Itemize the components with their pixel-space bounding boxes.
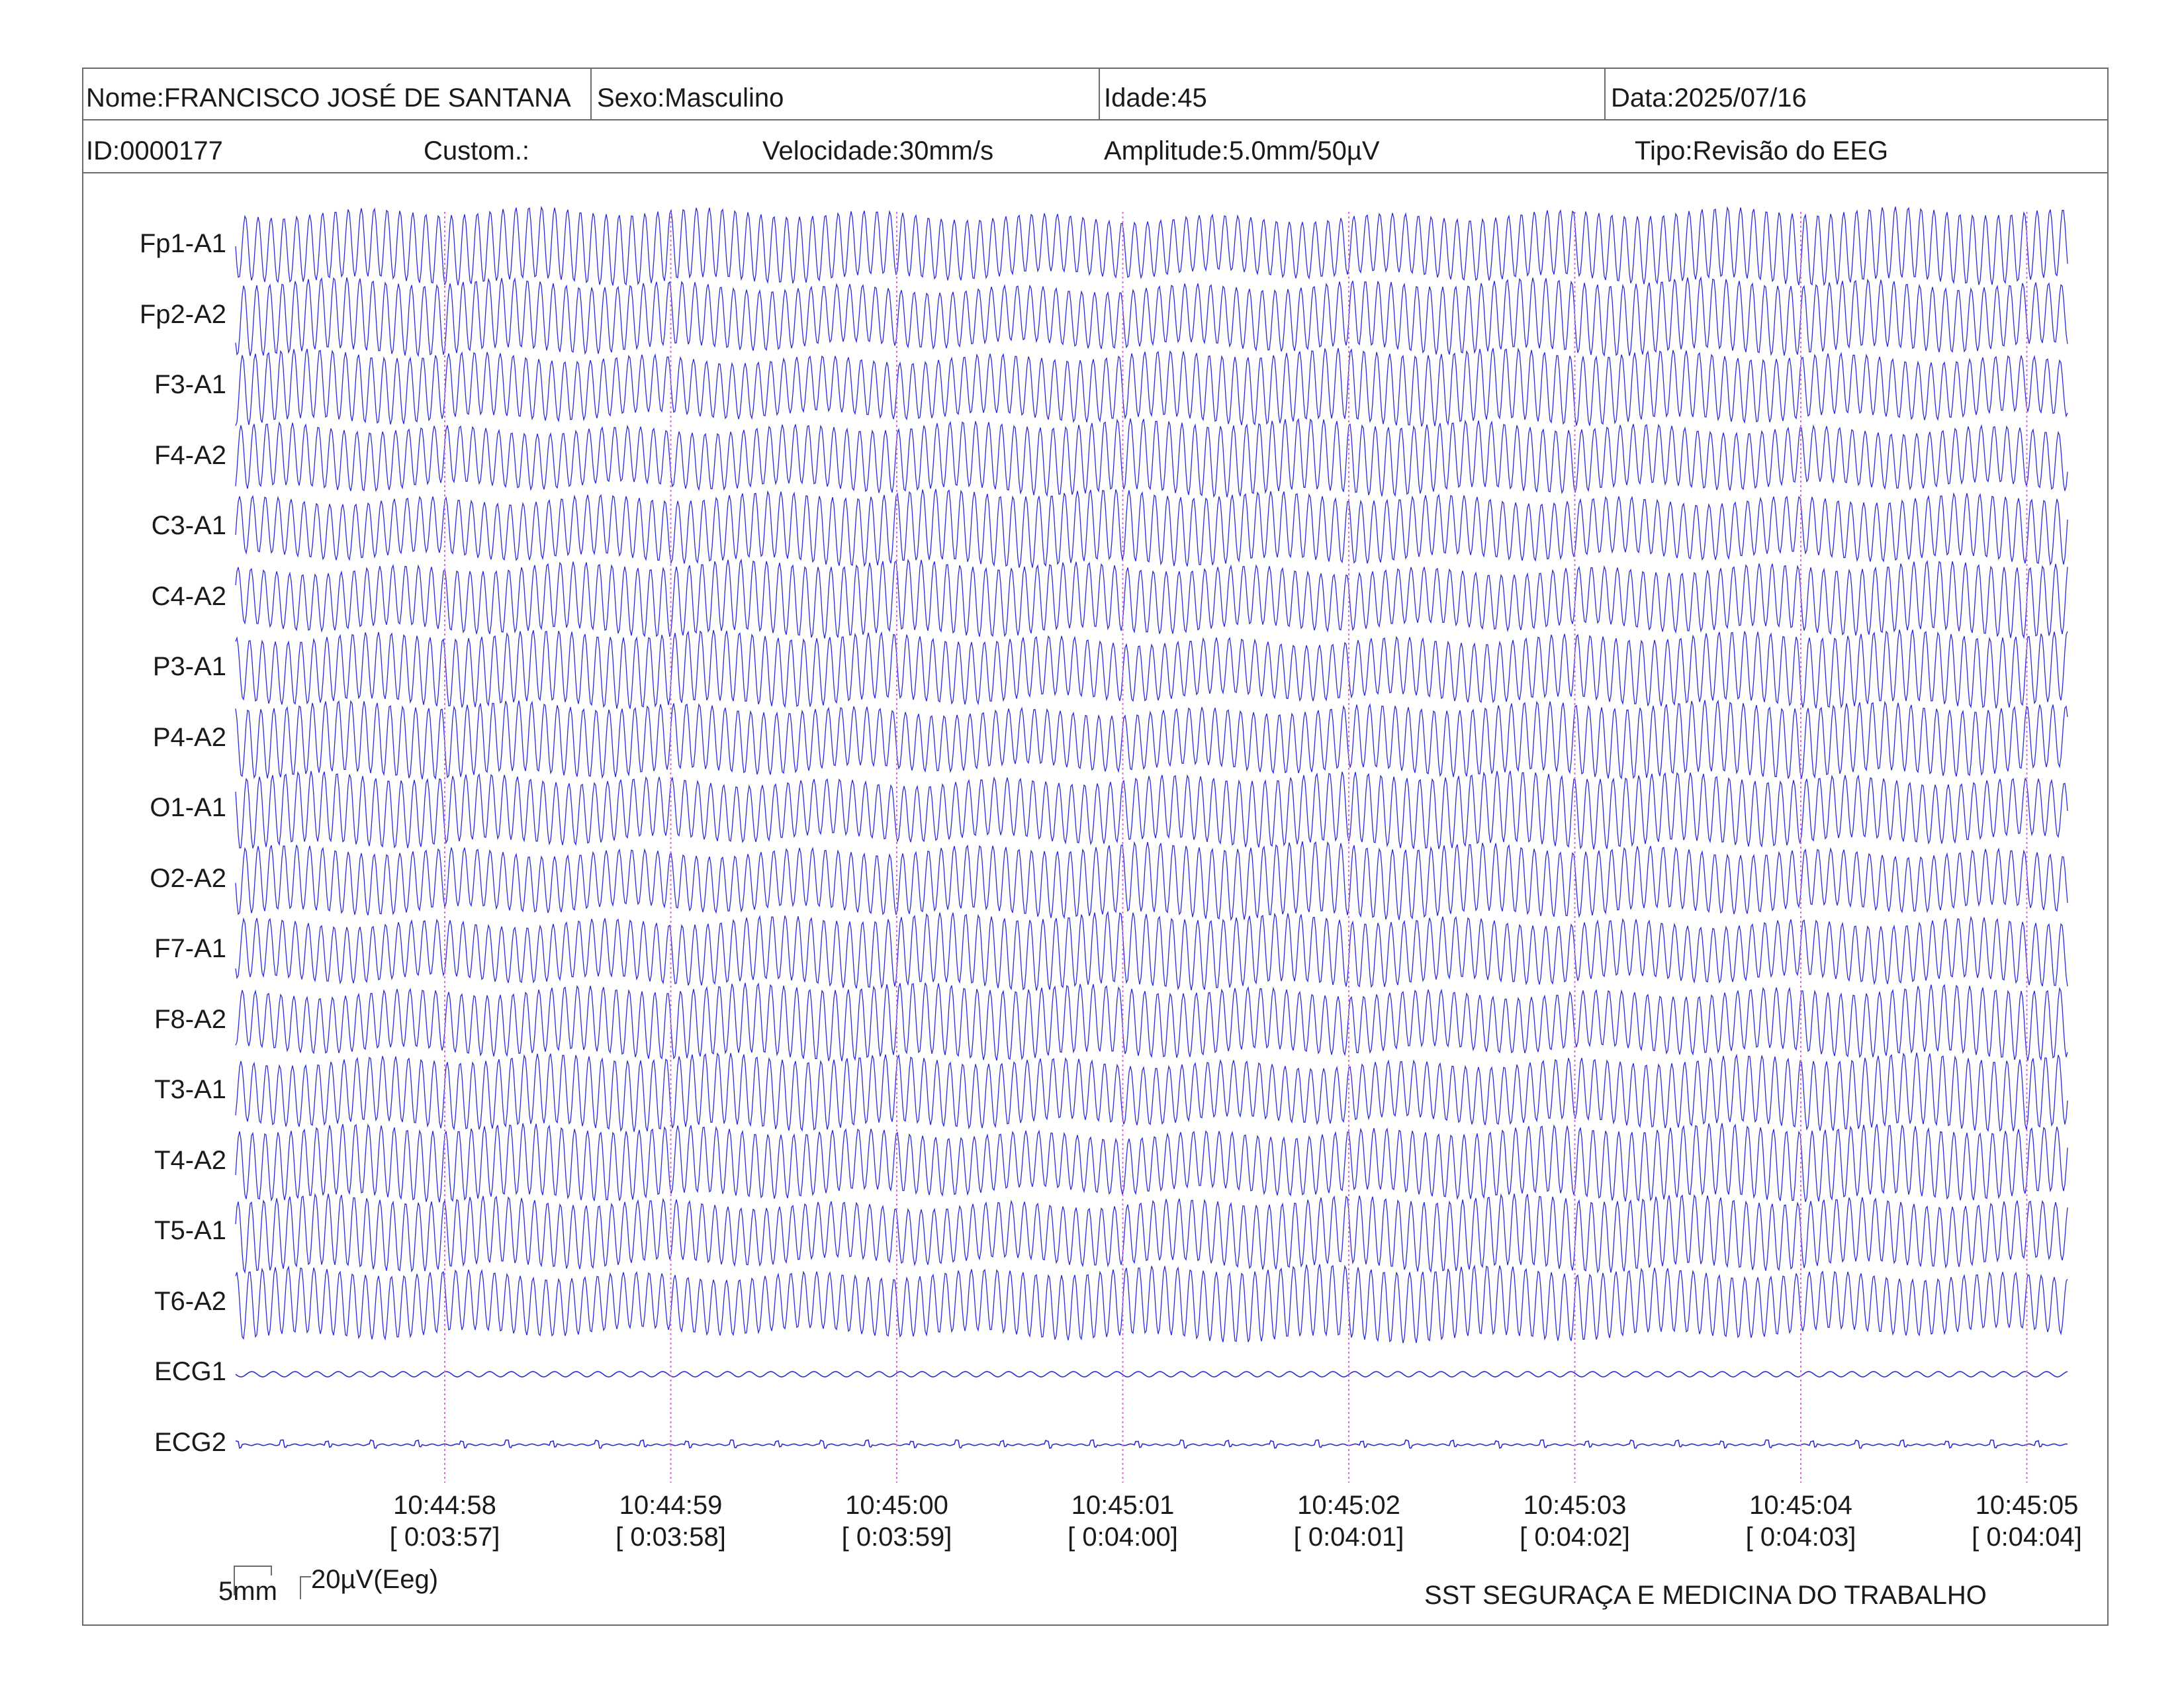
- clock-time: 10:45:04: [1749, 1491, 1852, 1520]
- elapsed-time: [ 0:04:02]: [1520, 1523, 1630, 1552]
- header-row-1: Nome:FRANCISCO JOSÉ DE SANTANA Sexo:Masc…: [82, 68, 2109, 120]
- channel-label-fp1-a1: Fp1-A1: [139, 229, 226, 258]
- header-separator: [590, 68, 592, 120]
- elapsed-time: [ 0:03:59]: [841, 1523, 952, 1552]
- time-marker-label: 10:45:02 [ 0:04:01]: [1269, 1489, 1428, 1553]
- header-row-2: ID:0000177 Custom.: Velocidade:30mm/s Am…: [82, 120, 2109, 173]
- channel-label-p4-a2: P4-A2: [152, 722, 226, 752]
- trace-f4-a2: [235, 418, 2068, 498]
- trace-t6-a2: [235, 1264, 2068, 1344]
- time-marker-label: 10:45:04 [ 0:04:03]: [1721, 1489, 1880, 1553]
- time-marker-label: 10:45:00 [ 0:03:59]: [817, 1489, 976, 1553]
- trace-t3-a1: [235, 1052, 2068, 1133]
- time-marker-label: 10:44:59 [ 0:03:58]: [592, 1489, 751, 1553]
- time-marker-label: 10:44:58 [ 0:03:57]: [365, 1489, 524, 1553]
- recording-amplitude: Amplitude:5.0mm/50µV: [1104, 136, 1380, 165]
- patient-id: ID:0000177: [86, 136, 223, 165]
- channel-label-c3-a1: C3-A1: [151, 511, 226, 540]
- clinic-name: SST SEGURAÇA E MEDICINA DO TRABALHO: [1424, 1581, 1987, 1610]
- scale-bar-icon: [234, 1566, 311, 1599]
- channel-label-t3-a1: T3-A1: [154, 1075, 226, 1104]
- voltage-scale-label: 20µV(Eeg): [311, 1565, 439, 1594]
- header-separator: [1604, 68, 1606, 120]
- channel-label-f3-a1: F3-A1: [154, 370, 226, 399]
- clock-time: 10:45:02: [1297, 1491, 1400, 1520]
- channel-label-c4-a2: C4-A2: [151, 581, 226, 611]
- channel-label-ecg1: ECG1: [154, 1357, 226, 1386]
- exam-type: Tipo:Revisão do EEG: [1635, 136, 1889, 165]
- elapsed-time: [ 0:04:04]: [1972, 1523, 2082, 1552]
- channel-label-t4-a2: T4-A2: [154, 1145, 226, 1175]
- trace-ecg1: [235, 1371, 2068, 1378]
- trace-p4-a2: [235, 699, 2068, 780]
- channel-label-t5-a1: T5-A1: [154, 1216, 226, 1245]
- channel-label-p3-a1: P3-A1: [152, 652, 226, 681]
- trace-ecg2: [235, 1439, 2068, 1449]
- time-marker-label: 10:45:03 [ 0:04:02]: [1496, 1489, 1655, 1553]
- trace-o1-a1: [235, 771, 2068, 850]
- channel-label-fp2-a2: Fp2-A2: [139, 299, 226, 329]
- channel-label-f4-a2: F4-A2: [154, 440, 226, 470]
- trace-c3-a1: [235, 489, 2068, 568]
- channel-label-o1-a1: O1-A1: [150, 793, 226, 822]
- patient-sex: Sexo:Masculino: [597, 83, 784, 113]
- exam-date: Data:2025/07/16: [1611, 83, 1807, 113]
- trace-t4-a2: [235, 1123, 2068, 1203]
- elapsed-time: [ 0:03:58]: [615, 1523, 726, 1552]
- clock-time: 10:45:03: [1523, 1491, 1627, 1520]
- trace-c4-a2: [235, 558, 2068, 639]
- clock-time: 10:45:00: [845, 1491, 948, 1520]
- trace-o2-a2: [235, 841, 2068, 921]
- trace-f3-a1: [235, 347, 2068, 427]
- time-scale-label: 5mm: [218, 1577, 277, 1606]
- report-frame: [82, 68, 2109, 1626]
- channel-label-f8-a2: F8-A2: [154, 1004, 226, 1034]
- elapsed-time: [ 0:03:57]: [389, 1523, 500, 1552]
- trace-fp2-a2: [235, 276, 2068, 357]
- elapsed-time: [ 0:04:01]: [1293, 1523, 1404, 1552]
- patient-age: Idade:45: [1104, 83, 1207, 113]
- clock-time: 10:45:01: [1071, 1491, 1175, 1520]
- channel-label-f7-a1: F7-A1: [154, 934, 226, 963]
- channel-label-o2-a2: O2-A2: [150, 863, 226, 893]
- clock-time: 10:45:05: [1975, 1491, 2079, 1520]
- time-marker-label: 10:45:05 [ 0:04:04]: [1948, 1489, 2107, 1553]
- channel-label-t6-a2: T6-A2: [154, 1286, 226, 1316]
- clock-time: 10:44:58: [393, 1491, 496, 1520]
- clock-time: 10:44:59: [619, 1491, 723, 1520]
- elapsed-time: [ 0:04:03]: [1745, 1523, 1856, 1552]
- trace-f8-a2: [235, 982, 2068, 1062]
- header-separator: [1099, 68, 1100, 120]
- trace-t5-a1: [235, 1193, 2068, 1274]
- trace-fp1-a1: [235, 205, 2068, 287]
- recording-speed: Velocidade:30mm/s: [762, 136, 994, 165]
- elapsed-time: [ 0:04:00]: [1068, 1523, 1178, 1552]
- custom-field: Custom.:: [424, 136, 530, 165]
- channel-label-ecg2: ECG2: [154, 1427, 226, 1457]
- trace-f7-a1: [235, 910, 2068, 991]
- trace-p3-a1: [235, 630, 2068, 709]
- time-marker-label: 10:45:01 [ 0:04:00]: [1044, 1489, 1203, 1553]
- patient-name: Nome:FRANCISCO JOSÉ DE SANTANA: [86, 83, 571, 113]
